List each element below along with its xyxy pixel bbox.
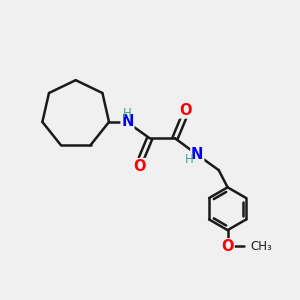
Text: N: N (191, 147, 203, 162)
Text: CH₃: CH₃ (250, 240, 272, 253)
Text: H: H (123, 107, 132, 120)
Text: H: H (184, 154, 193, 166)
Text: O: O (179, 103, 192, 118)
Text: O: O (133, 159, 145, 174)
Text: O: O (221, 239, 234, 254)
Text: N: N (121, 114, 134, 129)
